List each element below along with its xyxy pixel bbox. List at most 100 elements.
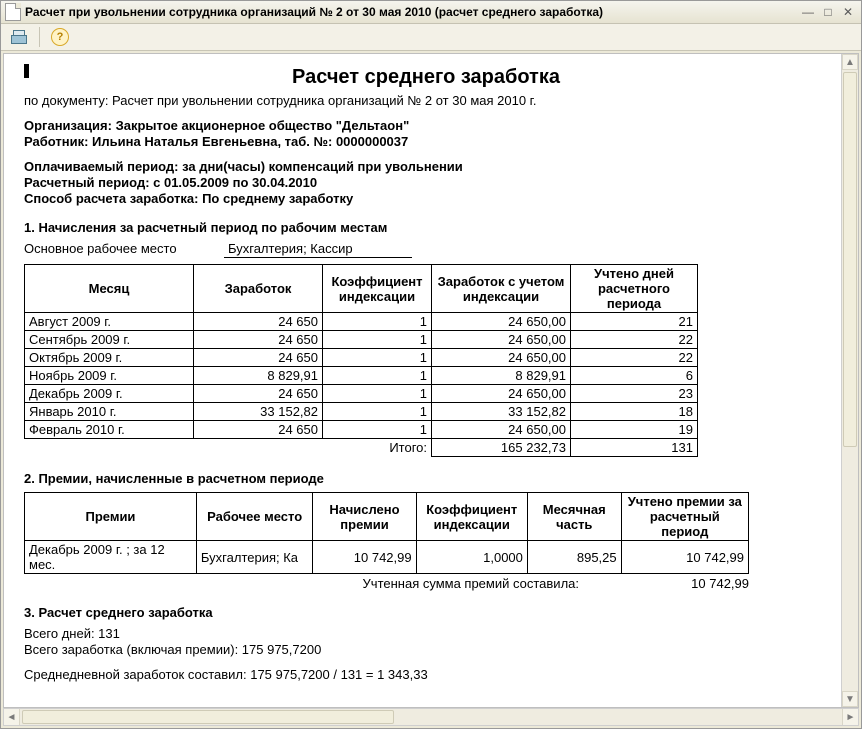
table-cell: 24 650 xyxy=(194,349,323,367)
org-label: Организация: xyxy=(24,118,116,133)
print-button[interactable] xyxy=(7,26,31,48)
scroll-down-button[interactable]: ▼ xyxy=(842,691,858,707)
section3-title: 3. Расчет среднего заработка xyxy=(24,605,828,620)
doc-line: по документу: Расчет при увольнении сотр… xyxy=(24,93,828,108)
earnings-table: МесяцЗаработокКоэффициент индексацииЗара… xyxy=(24,264,698,457)
table-row: Сентябрь 2009 г.24 650124 650,0022 xyxy=(25,331,698,349)
document-icon xyxy=(5,3,21,21)
bonus-col-header: Рабочее место xyxy=(196,493,312,541)
table-cell: 24 650,00 xyxy=(432,331,571,349)
help-button[interactable]: ? xyxy=(48,26,72,48)
days-line: Всего дней: 131 xyxy=(24,626,828,641)
emp-value: Ильина Наталья Евгеньевна, таб. №: 00000… xyxy=(92,134,408,149)
text-cursor xyxy=(24,64,29,78)
table-cell: 8 829,91 xyxy=(432,367,571,385)
table-row: Август 2009 г.24 650124 650,0021 xyxy=(25,313,698,331)
table-cell: 24 650,00 xyxy=(432,421,571,439)
table-row: Декабрь 2009 г.24 650124 650,0023 xyxy=(25,385,698,403)
bonus-total-line: Учтенная сумма премий составила: 10 742,… xyxy=(24,576,749,591)
table-cell: Ноябрь 2009 г. xyxy=(25,367,194,385)
table-cell: 21 xyxy=(571,313,698,331)
table-cell: Август 2009 г. xyxy=(25,313,194,331)
report-viewport: Расчет среднего заработка по документу: … xyxy=(3,53,859,708)
table-cell: 24 650,00 xyxy=(432,349,571,367)
table-cell: 1 xyxy=(323,349,432,367)
emp-label: Работник: xyxy=(24,134,92,149)
vscroll-thumb[interactable] xyxy=(843,72,857,447)
org-value: Закрытое акционерное общество "Дельтаон" xyxy=(116,118,410,133)
minimize-button[interactable]: — xyxy=(799,4,817,20)
total-sum: 165 232,73 xyxy=(432,439,571,457)
close-button[interactable]: ✕ xyxy=(839,4,857,20)
hscroll-track[interactable] xyxy=(20,709,842,725)
vertical-scrollbar[interactable]: ▲ ▼ xyxy=(841,54,858,707)
table-cell: Февраль 2010 г. xyxy=(25,421,194,439)
table-row: Февраль 2010 г.24 650124 650,0019 xyxy=(25,421,698,439)
table-cell: Бухгалтерия; Ка xyxy=(196,541,312,574)
table-cell: Октябрь 2009 г. xyxy=(25,349,194,367)
table-cell: 895,25 xyxy=(527,541,621,574)
table-cell: 24 650,00 xyxy=(432,313,571,331)
earnings-col-header: Месяц xyxy=(25,265,194,313)
bonus-col-header: Коэффициент индексации xyxy=(416,493,527,541)
table-cell: 1 xyxy=(323,421,432,439)
earnings-col-header: Заработок xyxy=(194,265,323,313)
table-cell: 8 829,91 xyxy=(194,367,323,385)
scroll-right-button[interactable]: ► xyxy=(842,709,858,725)
titlebar: Расчет при увольнении сотрудника организ… xyxy=(1,1,861,24)
table-row: Ноябрь 2009 г.8 829,9118 829,916 xyxy=(25,367,698,385)
bonus-col-header: Учтено премии за расчетный период xyxy=(621,493,748,541)
calc-period-line: Расчетный период: с 01.05.2009 по 30.04.… xyxy=(24,175,828,190)
table-cell: 1 xyxy=(323,367,432,385)
table-cell: Январь 2010 г. xyxy=(25,403,194,421)
section2-title: 2. Премии, начисленные в расчетном перио… xyxy=(24,471,828,486)
table-cell: 6 xyxy=(571,367,698,385)
workplace-label: Основное рабочее место xyxy=(24,241,224,256)
employee-line: Работник: Ильина Наталья Евгеньевна, таб… xyxy=(24,134,828,149)
table-cell: 10 742,99 xyxy=(313,541,416,574)
scroll-up-button[interactable]: ▲ xyxy=(842,54,858,70)
maximize-button[interactable]: □ xyxy=(819,4,837,20)
table-row: Декабрь 2009 г. ; за 12 мес.Бухгалтерия;… xyxy=(25,541,749,574)
table-cell: 19 xyxy=(571,421,698,439)
table-cell: 22 xyxy=(571,349,698,367)
table-cell: 33 152,82 xyxy=(432,403,571,421)
avg-line: Среднедневной заработок составил: 175 97… xyxy=(24,667,828,682)
org-line: Организация: Закрытое акционерное общест… xyxy=(24,118,828,133)
bonus-col-header: Начислено премии xyxy=(313,493,416,541)
total-label: Итого: xyxy=(25,439,432,457)
window-root: Расчет при увольнении сотрудника организ… xyxy=(0,0,862,729)
table-cell: 24 650,00 xyxy=(432,385,571,403)
table-cell: 24 650 xyxy=(194,421,323,439)
total-days: 131 xyxy=(571,439,698,457)
table-cell: 24 650 xyxy=(194,313,323,331)
bonus-table: ПремииРабочее местоНачислено премииКоэфф… xyxy=(24,492,749,574)
table-cell: 23 xyxy=(571,385,698,403)
earnings-col-header: Учтено дней расчетного периода xyxy=(571,265,698,313)
bonus-total-label: Учтенная сумма премий составила: xyxy=(24,576,639,591)
table-cell: 33 152,82 xyxy=(194,403,323,421)
earnings-total-row: Итого:165 232,73131 xyxy=(25,439,698,457)
table-cell: Сентябрь 2009 г. xyxy=(25,331,194,349)
paid-period-line: Оплачиваемый период: за дни(часы) компен… xyxy=(24,159,828,174)
table-cell: 1 xyxy=(323,403,432,421)
table-cell: 1,0000 xyxy=(416,541,527,574)
table-row: Январь 2010 г.33 152,82133 152,8218 xyxy=(25,403,698,421)
table-cell: 10 742,99 xyxy=(621,541,748,574)
workplace-row: Основное рабочее место Бухгалтерия; Касс… xyxy=(24,241,828,258)
printer-icon xyxy=(11,30,27,44)
hscroll-thumb[interactable] xyxy=(22,710,394,724)
earnings-col-header: Коэффициент индексации xyxy=(323,265,432,313)
horizontal-scrollbar[interactable]: ◄ ► xyxy=(3,708,859,726)
scroll-left-button[interactable]: ◄ xyxy=(4,709,20,725)
report-title: Расчет среднего заработка xyxy=(24,66,828,89)
vscroll-track[interactable] xyxy=(842,70,858,691)
workplace-value: Бухгалтерия; Кассир xyxy=(224,241,412,258)
earn-line: Всего заработка (включая премии): 175 97… xyxy=(24,642,828,657)
earnings-col-header: Заработок с учетом индексации xyxy=(432,265,571,313)
table-row: Октябрь 2009 г.24 650124 650,0022 xyxy=(25,349,698,367)
report-body: Расчет среднего заработка по документу: … xyxy=(4,54,842,707)
table-cell: 22 xyxy=(571,331,698,349)
calc-method-line: Способ расчета заработка: По среднему за… xyxy=(24,191,828,206)
table-cell: 1 xyxy=(323,313,432,331)
